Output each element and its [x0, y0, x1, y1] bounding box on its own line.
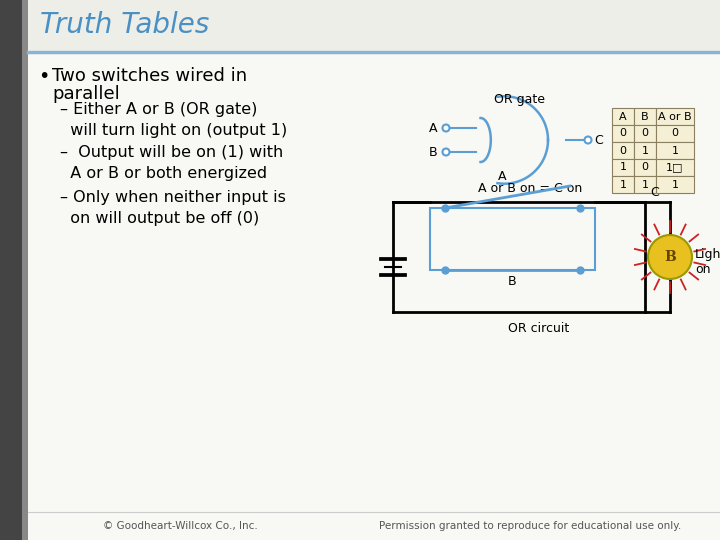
- Circle shape: [648, 235, 692, 279]
- Bar: [612, 142, 634, 159]
- Text: 1: 1: [642, 145, 649, 156]
- Text: 1: 1: [642, 179, 649, 190]
- Text: 0: 0: [672, 129, 678, 138]
- Text: 0: 0: [642, 129, 649, 138]
- Text: Permission granted to reproduce for educational use only.: Permission granted to reproduce for educ…: [379, 521, 681, 531]
- Text: OR gate: OR gate: [495, 93, 546, 106]
- Circle shape: [443, 125, 449, 132]
- Bar: [656, 108, 694, 125]
- Text: A or B on = C on: A or B on = C on: [478, 182, 582, 195]
- Bar: [634, 108, 656, 125]
- Text: 1: 1: [619, 179, 626, 190]
- Bar: [634, 159, 656, 176]
- Text: A: A: [428, 122, 437, 134]
- Text: C: C: [650, 186, 659, 199]
- Text: 0: 0: [619, 145, 626, 156]
- Text: 1: 1: [619, 163, 626, 172]
- Text: B: B: [428, 145, 437, 159]
- Text: –  Output will be on (1) with
  A or B or both energized: – Output will be on (1) with A or B or b…: [60, 145, 283, 181]
- Text: C: C: [594, 133, 603, 146]
- Circle shape: [443, 148, 449, 156]
- Bar: [612, 125, 634, 142]
- Text: – Only when neither input is
  on will output be off (0): – Only when neither input is on will out…: [60, 190, 286, 226]
- Text: •: •: [38, 67, 50, 86]
- Bar: [656, 125, 694, 142]
- Text: – Either A or B (OR gate)
  will turn light on (output 1): – Either A or B (OR gate) will turn ligh…: [60, 102, 287, 138]
- Bar: [656, 142, 694, 159]
- Text: OR circuit: OR circuit: [508, 322, 570, 335]
- Bar: [656, 159, 694, 176]
- Bar: [634, 142, 656, 159]
- Text: A or B: A or B: [658, 111, 692, 122]
- Bar: [612, 176, 634, 193]
- Text: B: B: [642, 111, 649, 122]
- Text: A: A: [619, 111, 627, 122]
- Text: 0: 0: [619, 129, 626, 138]
- Text: B: B: [508, 275, 517, 288]
- Bar: [28, 0, 720, 50]
- Text: Two switches wired in: Two switches wired in: [52, 67, 247, 85]
- Text: parallel: parallel: [52, 85, 120, 103]
- Bar: [22, 0, 28, 540]
- Bar: [634, 176, 656, 193]
- Text: 1: 1: [672, 145, 678, 156]
- Text: A: A: [498, 170, 507, 183]
- Bar: [634, 125, 656, 142]
- Bar: [430, 208, 595, 270]
- Text: B: B: [664, 250, 676, 264]
- Text: Light
on: Light on: [695, 248, 720, 276]
- Text: Truth Tables: Truth Tables: [40, 11, 210, 39]
- Bar: [656, 176, 694, 193]
- Text: 0: 0: [642, 163, 649, 172]
- Bar: [612, 159, 634, 176]
- Bar: [0, 0, 28, 540]
- Text: 1: 1: [672, 179, 678, 190]
- Circle shape: [585, 137, 592, 144]
- Text: 1□: 1□: [666, 163, 684, 172]
- Text: © Goodheart-Willcox Co., Inc.: © Goodheart-Willcox Co., Inc.: [103, 521, 257, 531]
- Bar: [612, 108, 634, 125]
